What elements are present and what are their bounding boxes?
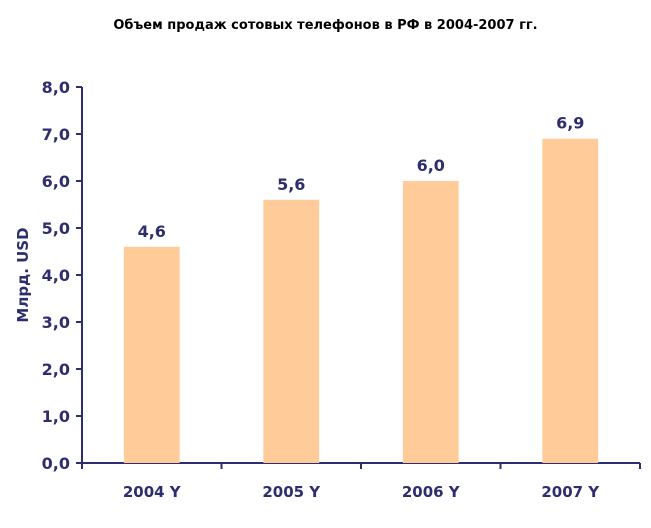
bar	[263, 199, 320, 464]
y-tick-label: 3,0	[42, 313, 70, 332]
y-tick-label: 8,0	[42, 78, 70, 97]
y-tick-label: 5,0	[42, 219, 70, 238]
data-label: 4,6	[138, 222, 166, 241]
bars	[123, 138, 599, 464]
data-labels: 4,6 5,6 6,0 6,9	[138, 114, 585, 241]
y-axis-title-group: Млрд. USD	[14, 227, 32, 322]
category-label: 2007 Y	[541, 483, 600, 501]
category-labels: 2004 Y 2005 Y 2006 Y 2007 Y	[123, 483, 600, 501]
y-tick-label: 2,0	[42, 360, 70, 379]
y-ticks: 0,0 1,0 2,0 3,0 4,0 5,0 6,0 7,0 8,0	[42, 78, 82, 473]
category-label: 2006 Y	[402, 483, 461, 501]
y-tick-label: 6,0	[42, 172, 70, 191]
y-tick-label: 4,0	[42, 266, 70, 285]
y-axis-title: Млрд. USD	[14, 227, 32, 322]
y-tick-label: 7,0	[42, 125, 70, 144]
category-label: 2004 Y	[123, 483, 182, 501]
bar	[542, 138, 599, 463]
data-label: 5,6	[277, 175, 305, 194]
y-tick-label: 0,0	[42, 454, 70, 473]
bar	[123, 246, 180, 463]
chart-title: Объем продаж сотовых телефонов в РФ в 20…	[113, 18, 538, 33]
category-label: 2005 Y	[262, 483, 321, 501]
data-label: 6,9	[556, 114, 584, 133]
bar	[402, 181, 459, 463]
y-tick-label: 1,0	[42, 407, 70, 426]
data-label: 6,0	[417, 156, 445, 175]
